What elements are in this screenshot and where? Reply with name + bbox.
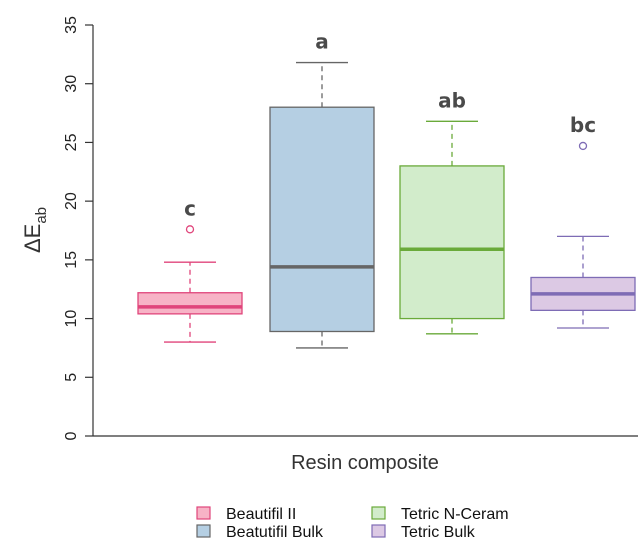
iqr-box (269, 106, 375, 333)
y-tick-label: 35 (63, 16, 80, 34)
y-axis-title: ΔEab (20, 207, 50, 253)
significance-label: c (184, 196, 196, 220)
legend-swatch (371, 506, 386, 520)
x-axis-title: Resin composite (291, 452, 439, 474)
y-tick-label: 25 (63, 133, 80, 151)
box-group: c (137, 196, 243, 343)
y-tick-label: 0 (63, 431, 80, 440)
legend-label: Beautifil II (226, 506, 296, 523)
y-axis-ticks: 0 5 10 15 20 25 30 35 (63, 16, 93, 440)
iqr-box (137, 292, 243, 315)
y-tick-label: 10 (63, 310, 80, 328)
box-group: bc (530, 113, 636, 329)
significance-label: bc (570, 113, 596, 137)
iqr-box (399, 165, 505, 320)
outlier-point (578, 141, 588, 151)
legend-swatch (196, 524, 211, 538)
boxes-layer: c a ab bc (137, 30, 636, 349)
y-tick-label: 20 (63, 192, 80, 210)
legend-swatch (196, 506, 211, 520)
y-tick-label: 15 (63, 251, 80, 269)
box-group: ab (399, 88, 505, 335)
y-tick-label: 5 (63, 373, 80, 382)
legend-label: Tetric Bulk (401, 524, 476, 541)
significance-label: a (315, 30, 329, 54)
legend-label: Beatutifil Bulk (226, 524, 324, 541)
outlier-point (185, 225, 195, 234)
legend-swatch (371, 524, 386, 538)
box-group: a (269, 30, 375, 349)
y-tick-label: 30 (63, 75, 80, 93)
legend-label: Tetric N-Ceram (401, 506, 509, 523)
significance-label: ab (438, 88, 466, 112)
